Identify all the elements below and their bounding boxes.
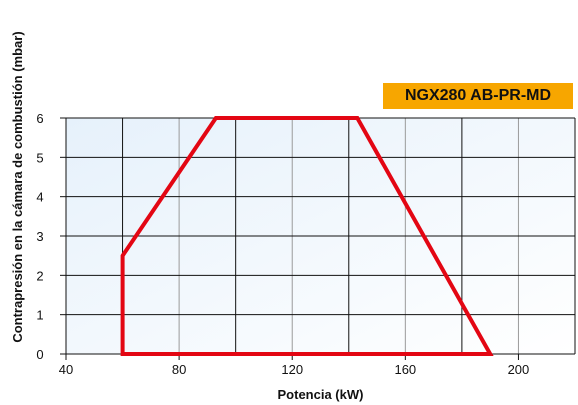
x-tick-label: 80 — [172, 362, 186, 377]
x-tick-label: 160 — [394, 362, 416, 377]
x-axis-label: Potencia (kW) — [278, 387, 364, 402]
y-ticks: 0 1 2 3 4 5 6 — [36, 111, 66, 362]
y-tick-label: 1 — [36, 308, 43, 323]
x-tick-label: 200 — [508, 362, 530, 377]
y-axis-label: Contrapresión en la cámara de combustión… — [10, 31, 25, 342]
y-tick-label: 6 — [36, 111, 43, 126]
y-tick-label: 4 — [36, 190, 43, 205]
y-tick-label: 5 — [36, 150, 43, 165]
model-badge: NGX280 AB-PR-MD — [383, 83, 573, 109]
x-tick-label: 120 — [281, 362, 303, 377]
x-tick-label: 40 — [59, 362, 73, 377]
x-ticks: 40 80 120 160 200 — [59, 354, 530, 377]
operating-range-outline — [120, 116, 494, 356]
y-tick-label: 0 — [36, 347, 43, 362]
series-group — [120, 116, 494, 356]
y-tick-label: 2 — [36, 268, 43, 283]
y-tick-label: 3 — [36, 229, 43, 244]
